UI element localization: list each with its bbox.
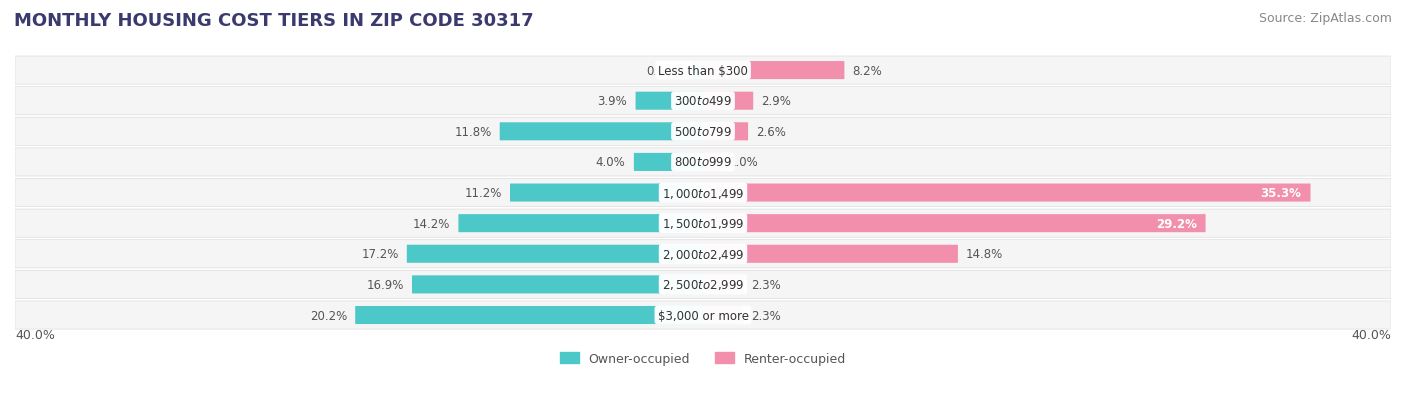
FancyBboxPatch shape bbox=[499, 123, 703, 141]
FancyBboxPatch shape bbox=[703, 93, 754, 110]
FancyBboxPatch shape bbox=[703, 215, 1205, 233]
Text: 17.2%: 17.2% bbox=[361, 248, 398, 261]
Text: 16.9%: 16.9% bbox=[367, 278, 404, 291]
FancyBboxPatch shape bbox=[15, 271, 1391, 299]
Text: 35.3%: 35.3% bbox=[1261, 187, 1302, 199]
Text: MONTHLY HOUSING COST TIERS IN ZIP CODE 30317: MONTHLY HOUSING COST TIERS IN ZIP CODE 3… bbox=[14, 12, 534, 30]
Text: Source: ZipAtlas.com: Source: ZipAtlas.com bbox=[1258, 12, 1392, 25]
FancyBboxPatch shape bbox=[703, 276, 742, 294]
Text: Less than $300: Less than $300 bbox=[658, 64, 748, 77]
FancyBboxPatch shape bbox=[636, 93, 703, 110]
FancyBboxPatch shape bbox=[703, 62, 845, 80]
Legend: Owner-occupied, Renter-occupied: Owner-occupied, Renter-occupied bbox=[555, 347, 851, 370]
Text: 0.63%: 0.63% bbox=[647, 64, 683, 77]
Text: 8.2%: 8.2% bbox=[852, 64, 883, 77]
Text: 2.3%: 2.3% bbox=[751, 309, 780, 322]
Text: 40.0%: 40.0% bbox=[15, 329, 55, 342]
FancyBboxPatch shape bbox=[15, 149, 1391, 177]
FancyBboxPatch shape bbox=[458, 215, 703, 233]
Text: $3,000 or more: $3,000 or more bbox=[658, 309, 748, 322]
Text: 40.0%: 40.0% bbox=[1351, 329, 1391, 342]
FancyBboxPatch shape bbox=[703, 306, 742, 324]
Text: 29.2%: 29.2% bbox=[1156, 217, 1197, 230]
FancyBboxPatch shape bbox=[692, 62, 703, 80]
FancyBboxPatch shape bbox=[510, 184, 703, 202]
Text: 14.2%: 14.2% bbox=[413, 217, 450, 230]
FancyBboxPatch shape bbox=[15, 118, 1391, 146]
FancyBboxPatch shape bbox=[15, 179, 1391, 207]
FancyBboxPatch shape bbox=[406, 245, 703, 263]
Text: $500 to $799: $500 to $799 bbox=[673, 126, 733, 138]
FancyBboxPatch shape bbox=[703, 184, 1310, 202]
FancyBboxPatch shape bbox=[15, 301, 1391, 329]
Text: 2.9%: 2.9% bbox=[762, 95, 792, 108]
Text: $2,000 to $2,499: $2,000 to $2,499 bbox=[662, 247, 744, 261]
Text: 2.3%: 2.3% bbox=[751, 278, 780, 291]
Text: $1,500 to $1,999: $1,500 to $1,999 bbox=[662, 217, 744, 230]
Text: $1,000 to $1,499: $1,000 to $1,499 bbox=[662, 186, 744, 200]
Text: $2,500 to $2,999: $2,500 to $2,999 bbox=[662, 278, 744, 292]
FancyBboxPatch shape bbox=[703, 154, 720, 171]
FancyBboxPatch shape bbox=[634, 154, 703, 171]
FancyBboxPatch shape bbox=[356, 306, 703, 324]
Text: 20.2%: 20.2% bbox=[309, 309, 347, 322]
FancyBboxPatch shape bbox=[703, 123, 748, 141]
Text: 4.0%: 4.0% bbox=[596, 156, 626, 169]
Text: 2.6%: 2.6% bbox=[756, 126, 786, 138]
FancyBboxPatch shape bbox=[412, 276, 703, 294]
Text: 11.8%: 11.8% bbox=[454, 126, 492, 138]
FancyBboxPatch shape bbox=[15, 240, 1391, 268]
FancyBboxPatch shape bbox=[15, 57, 1391, 85]
Text: $300 to $499: $300 to $499 bbox=[673, 95, 733, 108]
FancyBboxPatch shape bbox=[15, 88, 1391, 116]
FancyBboxPatch shape bbox=[703, 245, 957, 263]
Text: $800 to $999: $800 to $999 bbox=[673, 156, 733, 169]
FancyBboxPatch shape bbox=[15, 209, 1391, 237]
Text: 3.9%: 3.9% bbox=[598, 95, 627, 108]
Text: 11.2%: 11.2% bbox=[464, 187, 502, 199]
Text: 1.0%: 1.0% bbox=[728, 156, 759, 169]
Text: 14.8%: 14.8% bbox=[966, 248, 1004, 261]
